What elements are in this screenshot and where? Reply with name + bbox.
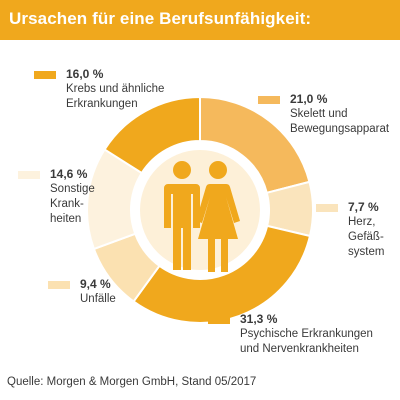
slice-value-label: 14,6 % [50,167,88,181]
legend-swatch [258,95,280,104]
legend-swatch [208,315,230,324]
slice-description: und Nervenkrankheiten [240,343,359,355]
slice-value-label: 21,0 % [290,92,328,106]
slice-description: Krebs und ähnliche [66,83,165,95]
legend-item-skelett: 21,0 % Skelett und Bewegungsapparat [258,92,389,137]
slice-description: heiten [50,213,82,225]
slice-value-label: 31,3 % [240,312,278,326]
legend-item-herz: 7,7 % Herz, Gefäß-system [316,200,384,260]
source-note: Quelle: Morgen & Morgen GmbH, Stand 05/2… [7,376,257,388]
slice-description: Psychische Erkrankungen [240,328,373,340]
legend-item-psychische: 31,3 % Psychische Erkrankungen und Nervenk… [208,312,373,357]
slice-description: Bewegungsapparat [290,123,390,135]
slice-description: Gefäß- [348,231,384,243]
legend-swatch [48,280,70,289]
slice-value-label: 9,4 % [80,277,111,291]
header-bar: Ursachen für eine Berufsunfähigkeit: [0,0,400,40]
legend-swatch [18,170,40,179]
slice-description: Sonstige [50,183,95,195]
legend-swatch [316,203,338,212]
slice-description: Erkrankungen [66,98,138,110]
slice-description: Krank- [50,198,84,210]
slice-description: Skelett und [290,108,348,120]
legend-swatch [34,70,56,79]
slice-description: system [348,246,385,258]
slice-description: Unfälle [80,293,116,305]
man-woman-icon [164,161,240,272]
donut-svg [86,95,314,324]
slice-description: Herz, [348,216,376,228]
legend-item-krebs: 16,0 % Krebs und ähnliche Erkrankungen [34,67,164,112]
donut-chart [0,40,400,360]
slice-value-label: 16,0 % [66,67,104,81]
legend-item-sonstige: 14,6 % Sonstige Krank-heiten [18,167,95,227]
slice-value-label: 7,7 % [348,200,379,214]
donut-slice-5 [103,95,201,175]
chart-title: Ursachen für eine Berufsunfähigkeit: [9,9,312,28]
legend-item-unfaelle: 9,4 % Unfälle [48,277,116,307]
